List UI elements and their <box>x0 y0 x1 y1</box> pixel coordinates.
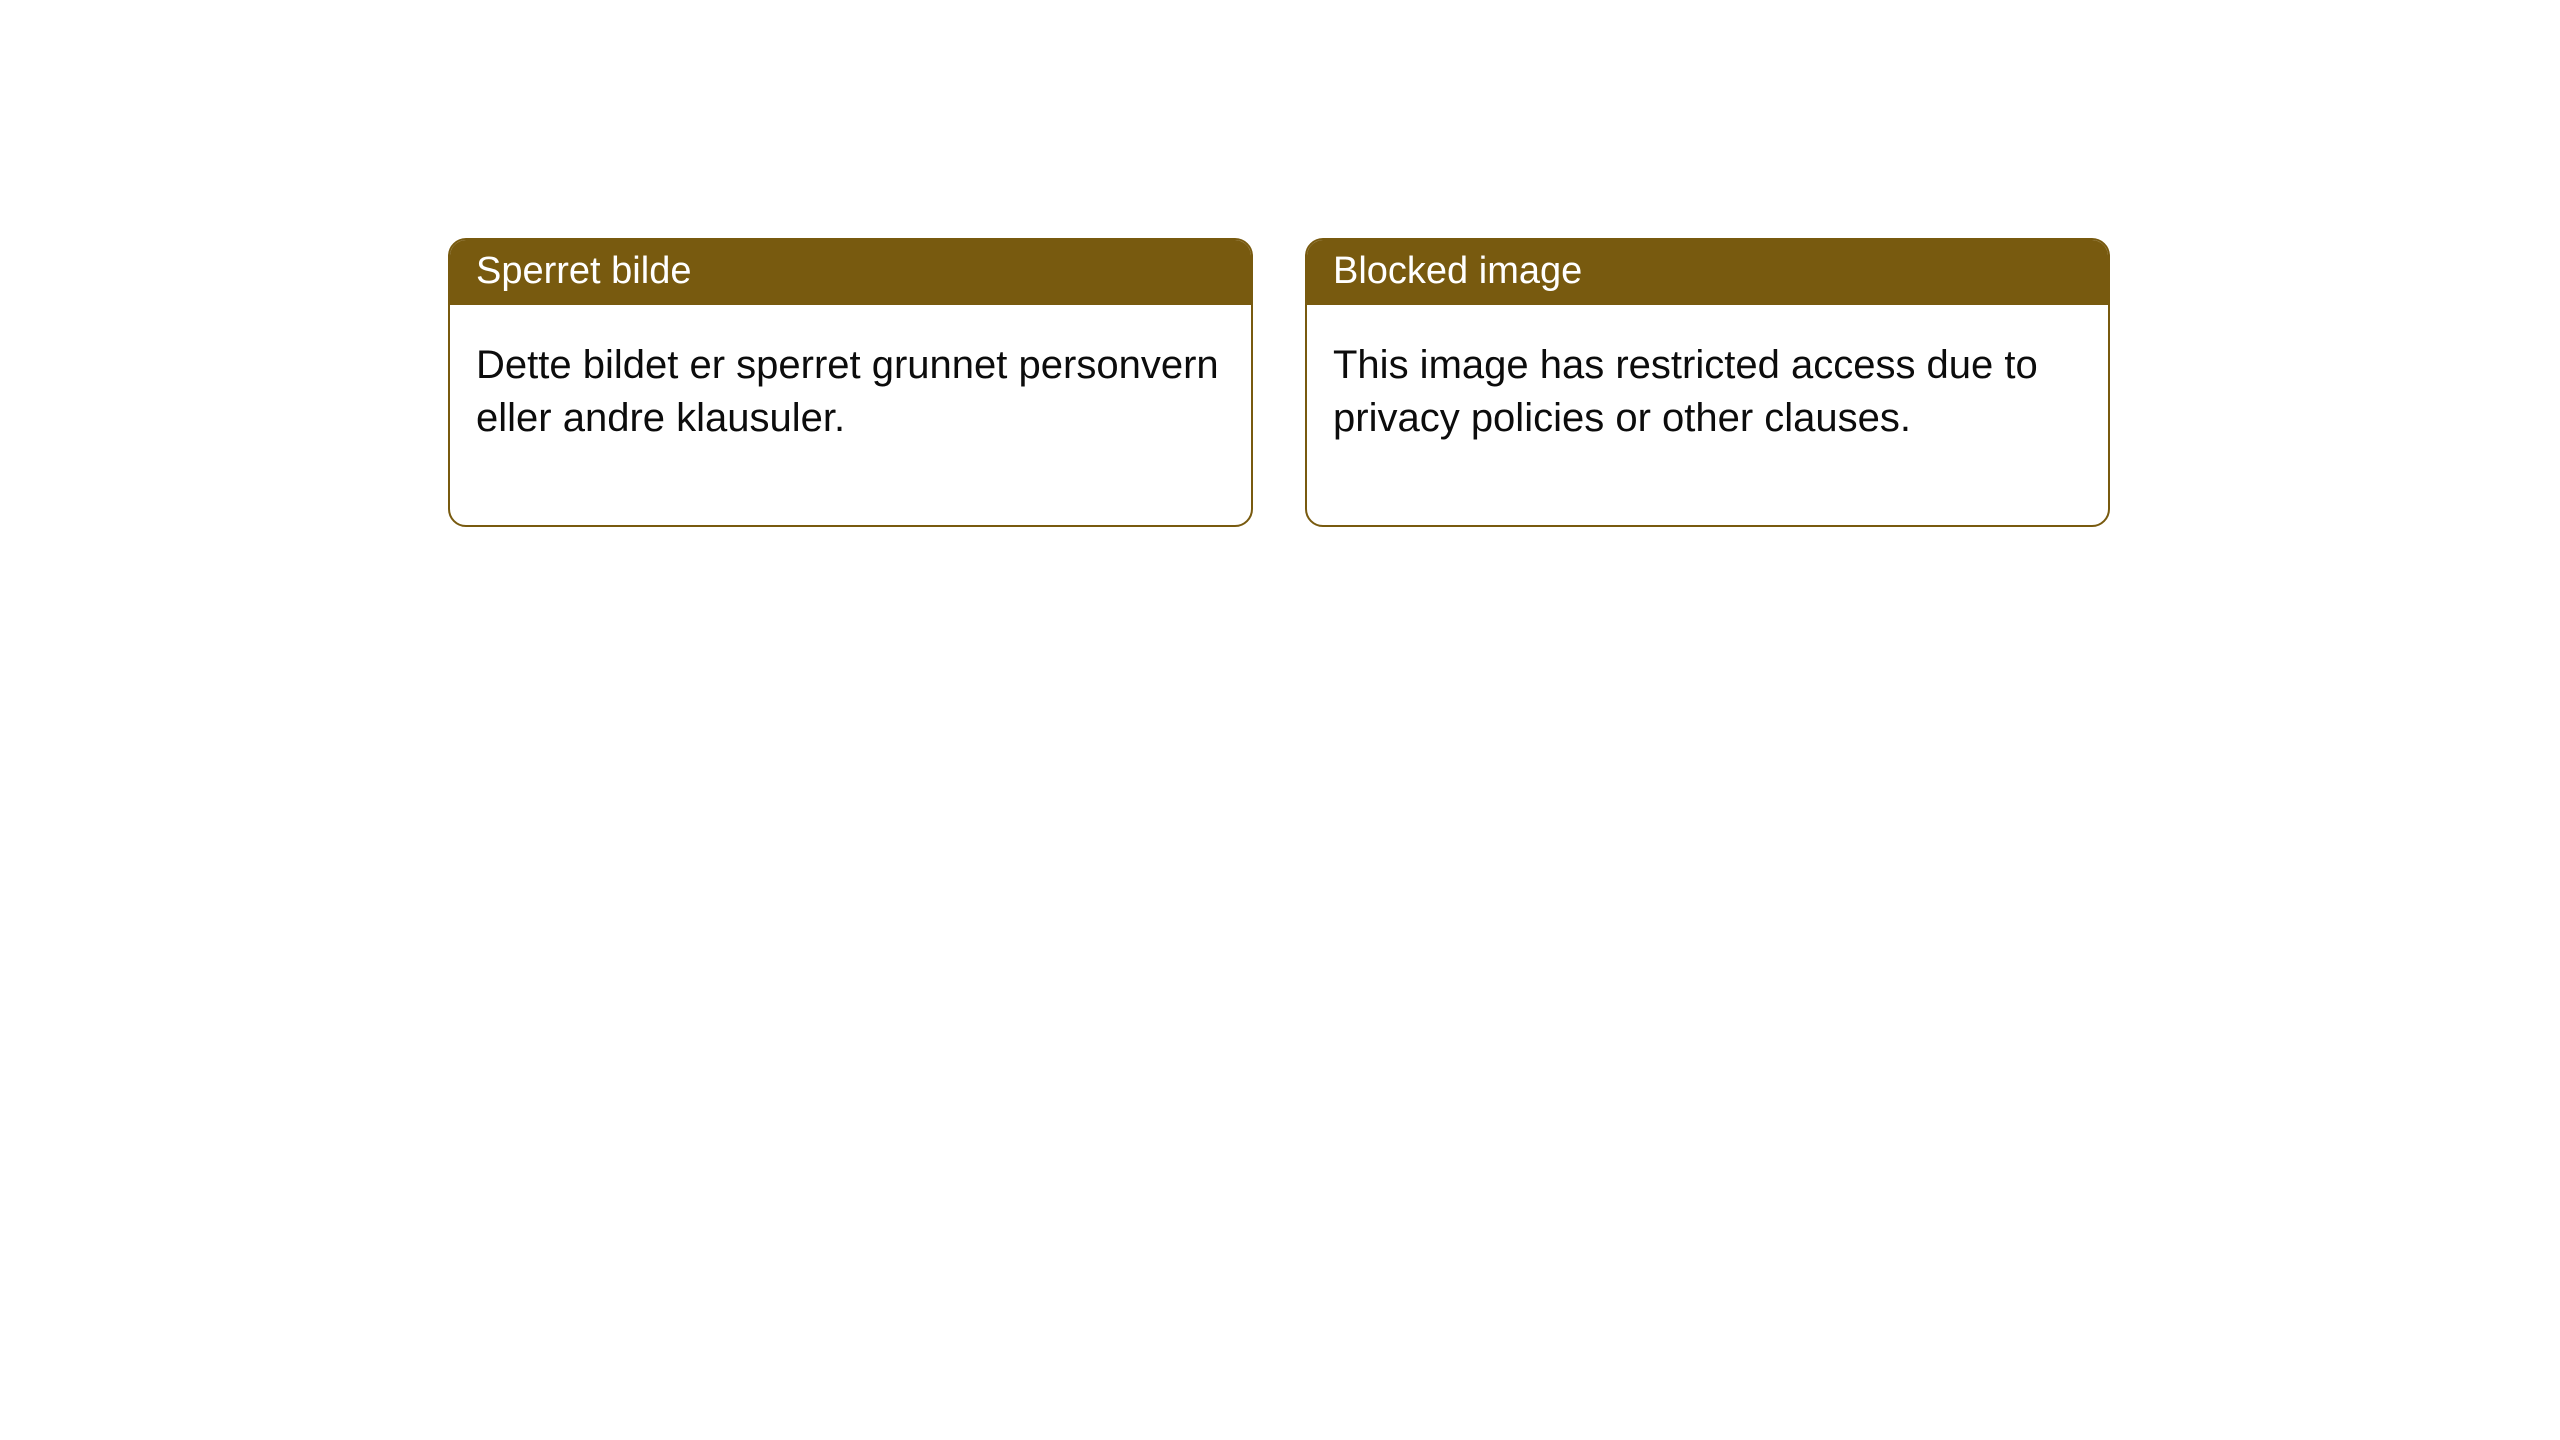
blocked-image-card-en: Blocked image This image has restricted … <box>1305 238 2110 527</box>
blocked-image-card-no: Sperret bilde Dette bildet er sperret gr… <box>448 238 1253 527</box>
card-body-no: Dette bildet er sperret grunnet personve… <box>450 305 1251 525</box>
card-body-en: This image has restricted access due to … <box>1307 305 2108 525</box>
card-header-en: Blocked image <box>1307 240 2108 305</box>
card-header-no: Sperret bilde <box>450 240 1251 305</box>
notice-cards-container: Sperret bilde Dette bildet er sperret gr… <box>0 0 2560 527</box>
